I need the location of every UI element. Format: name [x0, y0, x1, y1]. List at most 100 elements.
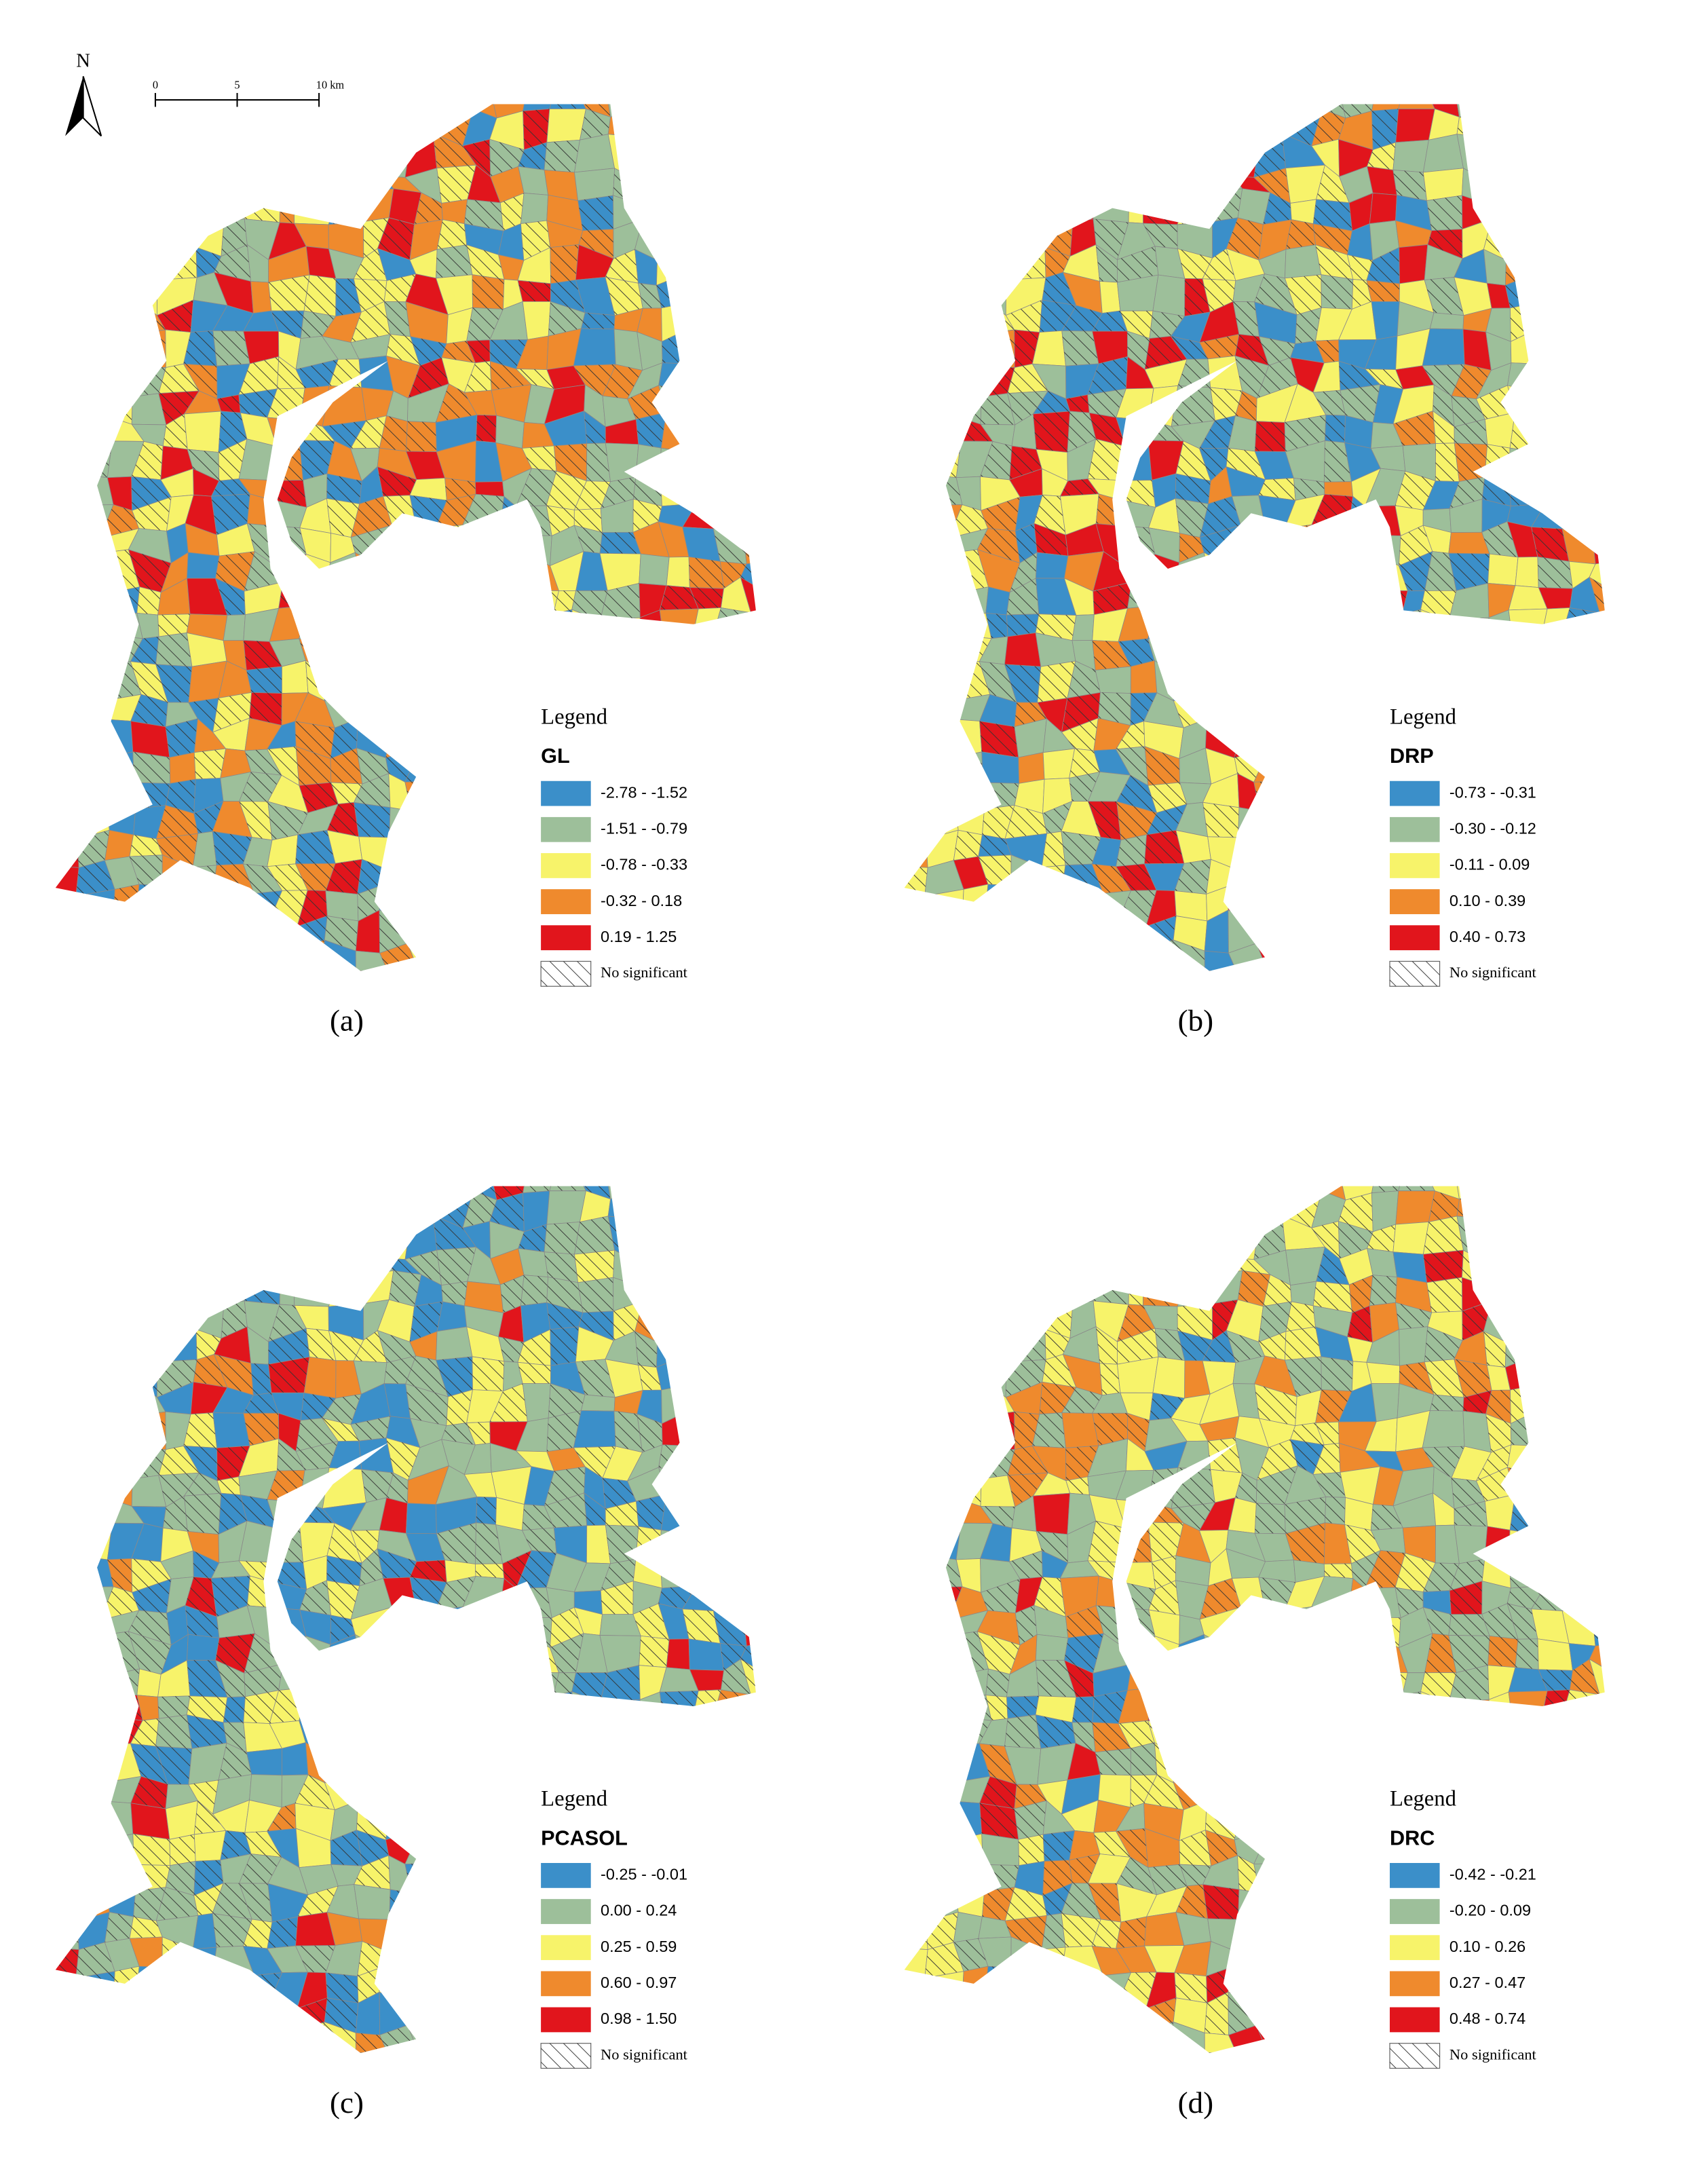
district-hatch — [55, 1410, 83, 1452]
district — [299, 1687, 331, 1727]
district-hatch — [1424, 1722, 1458, 1755]
district-hatch — [928, 914, 963, 954]
district — [949, 104, 989, 119]
district-hatch — [417, 1914, 438, 1951]
district — [1122, 1194, 1158, 1220]
district — [405, 1689, 449, 1726]
district — [951, 1444, 988, 1480]
district — [1566, 272, 1602, 305]
district-hatch — [377, 1548, 417, 1579]
district-hatch — [1571, 1277, 1595, 1315]
district — [140, 1308, 162, 1337]
district — [987, 1247, 1008, 1283]
district-hatch — [163, 413, 188, 450]
district — [73, 1776, 111, 1807]
district-hatch — [1202, 802, 1239, 838]
district-hatch — [326, 1580, 360, 1619]
district-hatch — [100, 1331, 141, 1362]
district — [740, 576, 756, 614]
district-hatch — [1061, 831, 1101, 865]
district-hatch — [330, 137, 365, 176]
district-hatch — [404, 780, 444, 811]
district — [378, 2050, 420, 2054]
district — [1566, 1354, 1602, 1387]
district-hatch — [1462, 1250, 1478, 1283]
district-hatch — [104, 145, 139, 167]
district — [692, 1858, 723, 1891]
district-hatch — [715, 1501, 752, 1527]
legend-swatch-hatch — [541, 961, 591, 987]
district-hatch — [1171, 671, 1209, 704]
district-hatch — [1175, 440, 1211, 481]
district — [1097, 113, 1132, 151]
district-hatch — [109, 918, 142, 954]
district — [987, 279, 1006, 316]
district-hatch — [1566, 117, 1602, 136]
district — [223, 614, 246, 641]
district — [1590, 809, 1605, 839]
district — [692, 937, 719, 971]
district — [1595, 302, 1605, 344]
district-hatch — [603, 364, 643, 399]
district-hatch — [328, 1330, 364, 1361]
district-hatch — [244, 1663, 283, 1697]
district-hatch — [1072, 1722, 1096, 1752]
district — [404, 1828, 449, 1865]
district — [269, 553, 307, 582]
district — [656, 248, 698, 286]
district-hatch — [1203, 1725, 1242, 1754]
district — [55, 248, 77, 284]
district-hatch — [436, 1356, 473, 1397]
district-hatch — [691, 664, 720, 698]
district-hatch — [1257, 1186, 1287, 1201]
district-hatch — [1589, 414, 1605, 445]
district-hatch — [1116, 863, 1157, 891]
district — [187, 2027, 228, 2054]
district — [465, 1744, 504, 1782]
district — [102, 1383, 139, 1421]
district-hatch — [520, 1275, 548, 1306]
district-hatch — [1540, 856, 1566, 888]
district-hatch — [1423, 1562, 1460, 1592]
district-hatch — [718, 972, 751, 1000]
district-hatch — [330, 748, 362, 785]
district — [711, 804, 753, 840]
district — [55, 1638, 81, 1674]
district — [432, 1798, 477, 1841]
district — [692, 384, 725, 425]
district — [1122, 113, 1158, 138]
district-hatch — [1093, 582, 1132, 615]
district — [1561, 1466, 1596, 1505]
district-hatch — [571, 590, 608, 621]
legend-swatch — [541, 925, 591, 951]
district-hatch — [439, 2048, 476, 2054]
district-hatch — [294, 162, 336, 204]
district-hatch — [1339, 942, 1378, 971]
district — [1316, 913, 1349, 943]
district — [1207, 142, 1238, 177]
district-hatch — [1202, 1330, 1236, 1363]
district — [140, 226, 162, 255]
district-hatch — [904, 1523, 932, 1556]
district-hatch — [1401, 609, 1425, 644]
district — [1314, 1687, 1353, 1717]
district — [1338, 968, 1378, 971]
district-hatch — [953, 830, 983, 861]
district — [630, 633, 672, 676]
district — [102, 1415, 139, 1450]
district — [605, 104, 636, 118]
district-hatch — [574, 508, 603, 533]
district-hatch — [441, 1423, 476, 1445]
district-hatch — [694, 1501, 725, 1536]
district-hatch — [1032, 1412, 1066, 1448]
district — [1118, 979, 1145, 1003]
district — [951, 362, 988, 398]
district — [1539, 643, 1570, 669]
district — [1097, 1186, 1129, 1202]
district — [904, 943, 928, 971]
district-hatch — [979, 1743, 1017, 1785]
district-hatch — [586, 443, 611, 482]
district — [1291, 883, 1325, 918]
district — [1239, 104, 1258, 118]
